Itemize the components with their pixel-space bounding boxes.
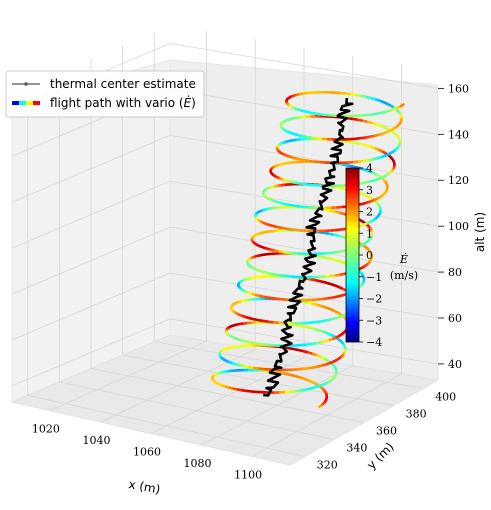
y-tick-label: 320 (317, 459, 338, 472)
colorbar-tick-label: −3 (366, 314, 382, 327)
y-tick-label: 360 (376, 425, 397, 438)
legend-center-dot (24, 82, 28, 86)
x-tick-label: 1040 (82, 434, 110, 447)
z-tick-label: 40 (448, 358, 462, 371)
colorbar-tick-label: 1 (366, 227, 373, 240)
grid-line-y (153, 31, 424, 389)
y-tick-label: 380 (406, 408, 427, 421)
legend-path-swatch-3 (26, 101, 33, 105)
grid-line-y (27, 85, 305, 457)
colorbar-label-symbol: Ė (399, 252, 408, 266)
colorbar-tick-label: −4 (366, 336, 382, 349)
x-tick-label: 1060 (133, 446, 161, 459)
grid-line-x (251, 63, 402, 457)
grid-line-x (49, 31, 207, 411)
z-tick-label: 80 (448, 266, 462, 279)
colorbar-tick-label: 0 (366, 249, 373, 262)
flight-path (211, 90, 405, 409)
z-tick-label: 100 (448, 220, 469, 233)
grid-line-y (122, 45, 394, 406)
grid-line-x (150, 47, 305, 434)
y-axis-label: y (m) (364, 440, 397, 473)
grid-line-y (59, 71, 335, 440)
x-tick-label: 1100 (234, 468, 262, 481)
legend-center-label: thermal center estimate (50, 77, 196, 91)
z-tick-label: 60 (448, 312, 462, 325)
y-tick-label: 400 (435, 391, 456, 404)
legend-path-swatch-1 (12, 101, 19, 105)
y-tick-label: 340 (346, 442, 367, 455)
colorbar-tick-label: 2 (366, 206, 373, 219)
x-axis-ticks: 1020 1040 1060 1080 1100 (32, 423, 262, 482)
colorbar-tick-label: 3 (366, 184, 373, 197)
legend-path-label: flight path with vario (Ė) (50, 95, 196, 110)
z-tick-label: 160 (448, 82, 469, 95)
x-axis-label: x (m) (127, 477, 161, 496)
legend-box (5, 70, 205, 118)
colorbar-tick-label: −2 (366, 293, 382, 306)
grid-line-y (90, 58, 365, 423)
floor-pane (10, 334, 440, 466)
legend-path-swatch-4 (33, 101, 40, 105)
colorbar-tick-label: −1 (366, 271, 382, 284)
grid-line-x (100, 39, 256, 423)
colorbar (345, 167, 360, 343)
flight-path-segment (399, 103, 405, 108)
legend: thermal center estimate flight path with… (5, 70, 205, 118)
x-tick-label: 1080 (184, 457, 212, 470)
z-tick-label: 140 (448, 128, 469, 141)
colorbar-ticks: 4 3 2 1 0 −1 −2 −3 −4 (359, 162, 382, 349)
colorbar-label-unit: (m/s) (390, 269, 418, 282)
grid-line-x (201, 55, 354, 446)
y-axis-ticks: 320 340 360 380 400 (317, 391, 456, 472)
colorbar-tick-label: 4 (366, 162, 373, 175)
axes-panes (10, 59, 440, 466)
z-axis-ticks: 40 60 80 100 120 140 160 (438, 82, 469, 371)
legend-path-swatch-2 (19, 101, 26, 105)
grid-lines (11, 31, 439, 457)
thermal-center-line (263, 97, 354, 397)
x-tick-label: 1020 (32, 423, 60, 436)
z-tick-label: 120 (448, 174, 469, 187)
z-axis-label: alt (m) (473, 212, 487, 252)
thermal-center-polyline (263, 97, 354, 397)
